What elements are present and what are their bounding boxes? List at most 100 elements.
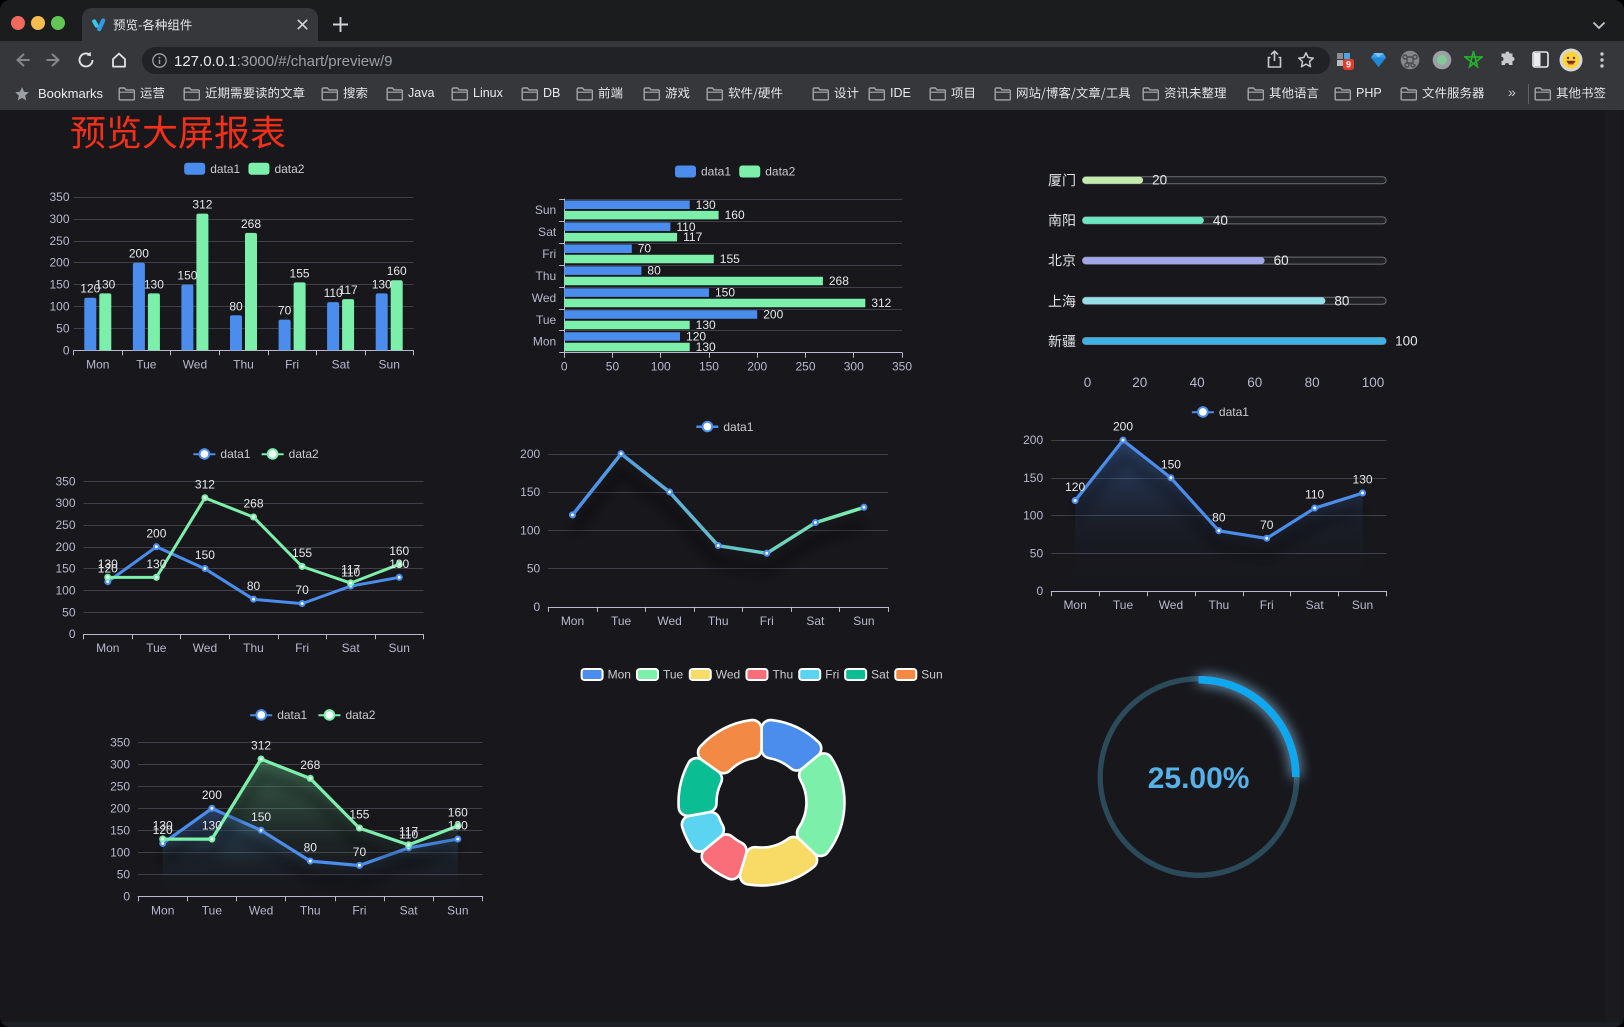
svg-text:100: 100 <box>55 584 75 598</box>
svg-text:50: 50 <box>606 360 620 374</box>
svg-text:150: 150 <box>520 485 540 499</box>
svg-text:data1: data1 <box>1219 405 1249 419</box>
svg-text:110: 110 <box>324 286 343 300</box>
svg-text:9: 9 <box>1346 60 1351 70</box>
svg-text:268: 268 <box>829 274 849 288</box>
svg-text:300: 300 <box>844 360 864 374</box>
svg-text:150: 150 <box>251 810 271 824</box>
svg-text:Sat: Sat <box>1306 598 1325 612</box>
svg-text:80: 80 <box>647 264 661 278</box>
svg-text:0: 0 <box>1036 584 1043 598</box>
svg-text:110: 110 <box>341 566 360 580</box>
svg-text:160: 160 <box>389 544 409 558</box>
svg-text:130: 130 <box>202 819 222 833</box>
svg-text:Mon: Mon <box>96 641 119 655</box>
svg-text:50: 50 <box>62 605 76 619</box>
svg-text:Sat: Sat <box>538 225 557 239</box>
svg-text:Fri: Fri <box>1260 598 1274 612</box>
svg-text:Wed: Wed <box>249 903 273 917</box>
svg-text:Sat: Sat <box>400 903 419 917</box>
svg-text:70: 70 <box>353 845 367 859</box>
svg-text:Sat: Sat <box>342 641 361 655</box>
svg-text:350: 350 <box>49 190 69 204</box>
svg-text:data1: data1 <box>723 420 753 434</box>
svg-text:150: 150 <box>1161 457 1181 471</box>
svg-text:250: 250 <box>49 234 69 248</box>
svg-text:200: 200 <box>55 540 75 554</box>
svg-text:Thu: Thu <box>772 668 793 682</box>
svg-text:155: 155 <box>349 808 369 822</box>
svg-text:268: 268 <box>243 497 263 511</box>
svg-text:Tue: Tue <box>536 313 557 327</box>
svg-text:150: 150 <box>177 269 197 283</box>
svg-text:100: 100 <box>1023 509 1043 523</box>
svg-text:Mon: Mon <box>533 335 556 349</box>
svg-text:Wed: Wed <box>532 291 556 305</box>
svg-text:0: 0 <box>63 343 70 357</box>
svg-text:70: 70 <box>1260 518 1274 532</box>
svg-text:130: 130 <box>696 340 716 354</box>
svg-text:155: 155 <box>720 252 740 266</box>
svg-text:160: 160 <box>448 805 468 819</box>
svg-text:Wed: Wed <box>183 357 207 371</box>
svg-text:160: 160 <box>387 264 407 278</box>
svg-text:Thu: Thu <box>233 357 254 371</box>
svg-text:100: 100 <box>49 300 69 314</box>
svg-text:130: 130 <box>146 557 166 571</box>
svg-text:130: 130 <box>95 277 115 291</box>
svg-text:Thu: Thu <box>1208 598 1229 612</box>
svg-text:120: 120 <box>1065 480 1085 494</box>
svg-text:200: 200 <box>1113 420 1133 434</box>
svg-text:268: 268 <box>241 217 261 231</box>
svg-text:130: 130 <box>98 557 118 571</box>
svg-text:312: 312 <box>871 296 891 310</box>
svg-text:150: 150 <box>699 360 719 374</box>
svg-text:312: 312 <box>195 477 215 491</box>
svg-text:Mon: Mon <box>151 903 174 917</box>
svg-text:200: 200 <box>146 526 166 540</box>
svg-text:20: 20 <box>1152 173 1167 188</box>
svg-text:80: 80 <box>1334 293 1349 308</box>
svg-text:200: 200 <box>747 360 767 374</box>
svg-text:200: 200 <box>520 447 540 461</box>
svg-text:150: 150 <box>55 562 75 576</box>
svg-text:350: 350 <box>110 735 130 749</box>
svg-text:117: 117 <box>339 283 358 297</box>
svg-text:150: 150 <box>195 548 215 562</box>
svg-text:130: 130 <box>1353 473 1373 487</box>
svg-text:117: 117 <box>399 824 418 838</box>
svg-text:350: 350 <box>55 474 75 488</box>
svg-text:Tue: Tue <box>1113 598 1134 612</box>
svg-text:100: 100 <box>651 360 671 374</box>
svg-text:data2: data2 <box>289 447 319 461</box>
svg-text:25.00%: 25.00% <box>1148 762 1250 795</box>
svg-text:Tue: Tue <box>663 668 684 682</box>
svg-text:300: 300 <box>49 212 69 226</box>
svg-text:110: 110 <box>1305 488 1324 502</box>
svg-text:50: 50 <box>117 867 131 881</box>
svg-text:Wed: Wed <box>1159 598 1183 612</box>
svg-text:data2: data2 <box>345 708 375 722</box>
svg-text:250: 250 <box>110 779 130 793</box>
svg-text:0: 0 <box>123 889 130 903</box>
svg-text:0: 0 <box>69 627 76 641</box>
svg-text:70: 70 <box>278 304 292 318</box>
svg-text:Thu: Thu <box>243 641 264 655</box>
svg-text:80: 80 <box>304 841 318 855</box>
svg-text:Fri: Fri <box>352 903 366 917</box>
svg-text:120: 120 <box>98 561 118 575</box>
svg-text:150: 150 <box>1023 471 1043 485</box>
svg-text:Sun: Sun <box>535 203 556 217</box>
svg-text:0: 0 <box>561 360 568 374</box>
svg-text:Wed: Wed <box>716 668 740 682</box>
svg-text:data2: data2 <box>274 162 304 176</box>
svg-text:Wed: Wed <box>193 641 217 655</box>
svg-text:Mon: Mon <box>1063 598 1086 612</box>
svg-text:Fri: Fri <box>760 614 774 627</box>
svg-text:100: 100 <box>520 523 540 537</box>
svg-text:150: 150 <box>49 278 69 292</box>
svg-text:Sun: Sun <box>1352 598 1373 612</box>
svg-text:Sun: Sun <box>921 668 942 682</box>
svg-text:60: 60 <box>1274 253 1289 268</box>
svg-text:data1: data1 <box>220 447 250 461</box>
